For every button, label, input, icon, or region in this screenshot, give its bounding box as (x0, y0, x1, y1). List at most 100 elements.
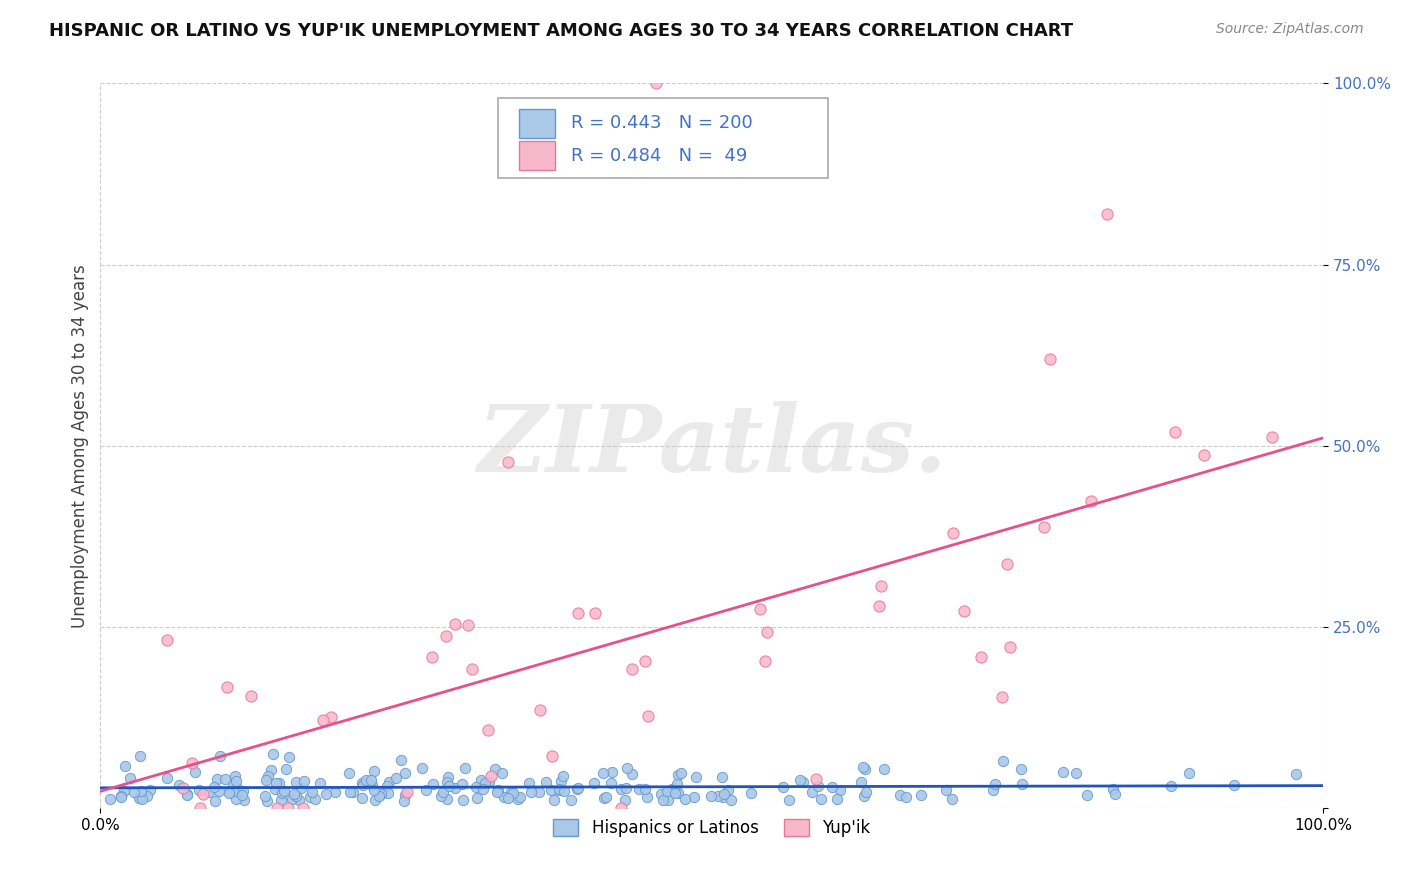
Point (156, 633, 179, 648)
Point (821, 780, 844, 794)
Point (1064, 765, 1087, 780)
Point (301, 785, 323, 799)
Point (225, 792, 247, 806)
Point (634, 782, 657, 797)
Point (135, 789, 157, 803)
Point (627, 782, 650, 797)
Point (830, 782, 852, 797)
Point (807, 779, 830, 793)
Point (222, 777, 245, 791)
Point (131, 784, 153, 798)
Point (98, 791, 121, 805)
Point (350, 791, 373, 805)
Point (172, 780, 194, 795)
Point (187, 783, 209, 797)
Point (560, 793, 582, 807)
Point (657, 793, 679, 807)
Point (852, 760, 875, 774)
Point (484, 762, 506, 776)
Point (981, 782, 1004, 797)
Point (232, 784, 254, 798)
Point (1104, 787, 1126, 801)
Point (285, 775, 308, 789)
Point (749, 602, 772, 616)
Point (465, 791, 488, 805)
Point (720, 792, 742, 806)
Point (995, 557, 1018, 571)
Point (650, 787, 672, 801)
Point (502, 786, 524, 800)
Point (1033, 519, 1056, 533)
Point (389, 753, 412, 767)
Point (292, 774, 315, 789)
Point (368, 789, 391, 804)
Point (754, 655, 776, 669)
Point (506, 792, 529, 806)
Point (789, 772, 811, 787)
Legend: Hispanics or Latinos, Yup'ik: Hispanics or Latinos, Yup'ik (547, 812, 877, 844)
Point (450, 777, 472, 791)
Point (437, 780, 460, 794)
Point (567, 782, 589, 797)
Point (315, 788, 337, 802)
Point (361, 778, 384, 792)
Point (167, 778, 190, 792)
Point (337, 766, 360, 780)
Text: Source: ZipAtlas.com: Source: ZipAtlas.com (1216, 22, 1364, 37)
Point (110, 790, 132, 805)
Point (114, 759, 136, 773)
Point (411, 761, 433, 775)
Point (620, 662, 643, 676)
Point (453, 761, 475, 775)
Point (352, 778, 374, 792)
Point (496, 790, 519, 805)
Point (437, 770, 460, 784)
Point (870, 579, 893, 593)
Point (394, 765, 416, 780)
Text: R = 0.443   N = 200: R = 0.443 N = 200 (571, 114, 754, 132)
Point (519, 785, 541, 799)
Point (184, 764, 207, 779)
Point (486, 782, 509, 797)
Point (225, 783, 247, 797)
Point (700, 789, 723, 804)
Point (352, 776, 374, 790)
Point (477, 723, 499, 737)
Point (825, 792, 848, 806)
Point (1102, 782, 1125, 797)
Point (131, 792, 153, 806)
Point (941, 791, 963, 805)
Point (112, 784, 135, 798)
Point (354, 772, 377, 787)
Point (430, 789, 453, 803)
Point (713, 787, 735, 801)
Point (610, 801, 633, 815)
Point (204, 794, 226, 808)
Point (188, 801, 211, 815)
Point (323, 785, 346, 799)
Point (1052, 764, 1074, 779)
Point (548, 782, 571, 797)
Point (464, 780, 486, 794)
Point (457, 618, 479, 632)
Point (740, 786, 762, 800)
Point (198, 785, 221, 799)
Point (342, 785, 364, 799)
Point (288, 793, 311, 807)
Point (217, 680, 239, 694)
Point (711, 771, 734, 785)
Point (666, 768, 689, 782)
Point (1039, 351, 1062, 366)
Point (308, 776, 330, 790)
Point (683, 789, 706, 804)
Point (970, 650, 993, 665)
Point (266, 801, 288, 815)
Point (547, 781, 569, 796)
Text: ZIPatlas.: ZIPatlas. (477, 401, 946, 491)
Point (1261, 430, 1284, 444)
Point (479, 769, 502, 783)
Point (128, 791, 150, 805)
Point (583, 606, 606, 620)
Point (257, 769, 280, 783)
Point (254, 773, 277, 788)
